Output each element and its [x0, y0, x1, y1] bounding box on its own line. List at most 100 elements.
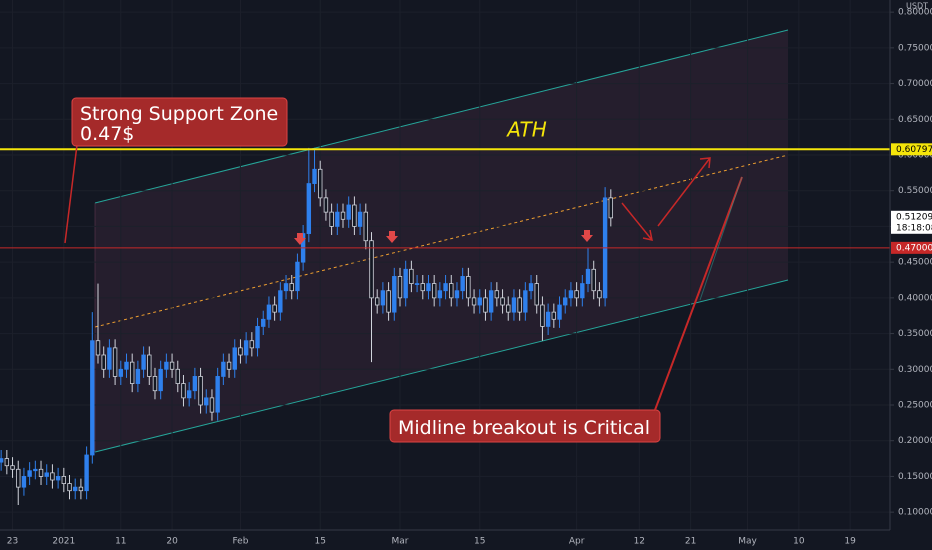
x-tick-label: 23: [7, 537, 18, 547]
y-tick-label: 0.20000: [898, 436, 932, 446]
candle-body: [357, 211, 363, 227]
ath-line-label: 0.60797: [896, 145, 932, 155]
support-pointer: [64, 144, 78, 244]
candle-body: [431, 283, 437, 299]
last-price-label: 0.51209: [896, 212, 932, 222]
candle-body: [488, 290, 494, 313]
overlay: Strong Support Zone 0.47$ ATH Midline br…: [64, 97, 743, 443]
x-tick-label: 15: [474, 537, 485, 547]
support-line-tag: [891, 241, 932, 254]
countdown-label: 18:18:08: [896, 223, 932, 233]
candle-body: [141, 354, 146, 370]
candle-body: [90, 340, 95, 456]
candle-body: [61, 476, 67, 484]
candle-body: [414, 283, 420, 285]
candle-body: [374, 297, 380, 306]
channel-fill: [95, 30, 788, 452]
candle-body: [551, 311, 557, 320]
y-tick-label: 0.10000: [898, 508, 932, 518]
candle-body: [580, 283, 585, 299]
candle-body: [272, 304, 277, 313]
candle-body: [460, 276, 465, 292]
candle-body: [352, 204, 357, 227]
y-tick-label: 0.25000: [898, 401, 932, 411]
candle-body: [386, 290, 391, 313]
support-note-box: [71, 97, 288, 147]
candle-body: [568, 290, 574, 299]
candle-body: [84, 454, 89, 492]
support-note-line2: 0.47$: [80, 123, 134, 145]
breakout-arrow: [657, 157, 711, 227]
candle-body: [67, 483, 72, 492]
ath-note: ATH: [505, 118, 546, 142]
x-tick-label: 19: [844, 537, 856, 547]
candle-body: [511, 297, 517, 313]
x-tick-label: 12: [634, 537, 645, 547]
candle-body: [312, 168, 317, 184]
channel-upper: [94, 29, 789, 204]
x-tick-label: 21: [685, 537, 696, 547]
candle-body: [574, 290, 579, 299]
last-price-tag: [891, 210, 932, 234]
candle-body: [466, 276, 471, 299]
candle-body: [118, 368, 123, 377]
currency-label: USDT: [906, 2, 928, 11]
candle-body: [283, 283, 289, 292]
candle-body: [329, 211, 334, 227]
candle-body: [278, 290, 283, 313]
candle-body: [471, 297, 477, 306]
candle-body: [27, 470, 32, 477]
x-tick-label: Apr: [569, 537, 585, 547]
support-line-label: 0.47000: [896, 243, 932, 253]
candle-body: [73, 486, 78, 492]
candle-body: [454, 290, 460, 299]
candle-body: [409, 268, 414, 284]
candle-body: [591, 268, 596, 292]
candle-body: [585, 268, 591, 284]
channel-lower: [94, 279, 789, 453]
y-tick-label: 0.80000: [898, 8, 932, 18]
marker-arrow: [294, 233, 306, 245]
candle-body: [243, 340, 249, 356]
candle-body: [158, 368, 163, 392]
candle-body: [16, 468, 21, 488]
marker-arrow: [581, 230, 593, 242]
x-tick-label: Mar: [391, 537, 408, 547]
y-tick-label: 0.45000: [898, 258, 932, 268]
candle-body: [107, 347, 112, 370]
candle-body: [261, 318, 266, 327]
candle-body: [545, 311, 551, 327]
x-tick-label: 11: [115, 537, 126, 547]
y-tick-label: 0.55000: [898, 186, 932, 196]
midline-pointer-edge: [699, 176, 743, 301]
candle-body: [443, 283, 448, 292]
candle-body: [101, 354, 106, 370]
candle-body: [346, 204, 351, 220]
y-tick-label: 0.30000: [898, 365, 932, 375]
candle-body: [483, 297, 488, 313]
x-tick-label: May: [738, 537, 757, 547]
axes: 0.10000 0.15000 0.20000 0.25000 0.30000 0.350…: [7, 8, 932, 547]
ath-line-tag: [891, 143, 932, 156]
candle-body: [557, 304, 562, 320]
grid: [0, 0, 890, 530]
candle-body: [335, 211, 340, 227]
candle-body: [181, 383, 186, 399]
candle-body: [135, 368, 141, 384]
x-tick-label: 10: [793, 537, 805, 547]
candle-body: [500, 297, 505, 306]
candle-body: [392, 276, 397, 313]
candle-body: [295, 261, 300, 292]
candle-body: [340, 211, 346, 220]
candle-body: [204, 397, 209, 406]
candle-body: [33, 468, 38, 472]
candle-body: [198, 376, 203, 406]
candle-body: [175, 368, 180, 384]
y-tick-label: 0.75000: [898, 43, 932, 53]
x-tick-label: 20: [166, 537, 178, 547]
candle-body: [152, 376, 158, 392]
candle-body: [323, 197, 329, 213]
candle-body: [255, 326, 260, 349]
candle-body: [363, 211, 369, 242]
candle-body: [4, 458, 10, 467]
